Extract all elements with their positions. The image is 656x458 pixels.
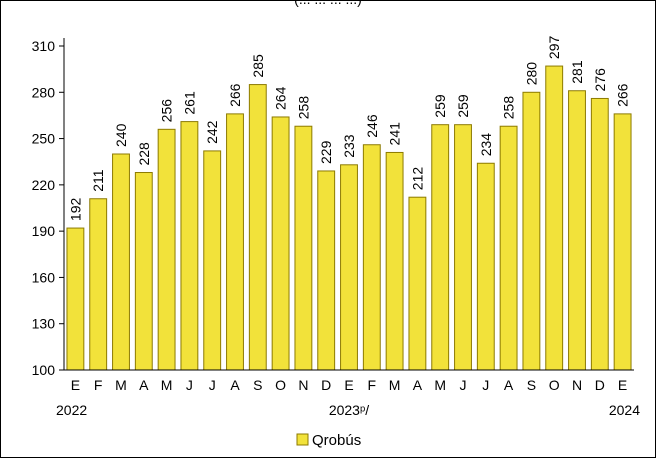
x-tick-label: A: [504, 377, 514, 393]
data-label: 259: [432, 94, 448, 118]
bar: [248, 84, 267, 371]
bar: [522, 91, 541, 371]
data-label: 233: [341, 134, 357, 158]
data-label: 240: [113, 123, 129, 147]
data-label: 266: [615, 83, 631, 107]
chart-title-fragment: (... ... ... ...): [294, 0, 362, 7]
data-label: 276: [592, 68, 608, 92]
data-label: 234: [478, 133, 494, 157]
data-label: 228: [136, 142, 152, 166]
y-tick-label: 160: [32, 269, 56, 285]
x-tick-label: E: [71, 377, 80, 393]
x-tick-label: J: [186, 377, 193, 393]
bar: [385, 151, 404, 371]
x-tick-label: D: [321, 377, 331, 393]
x-tick-label: J: [209, 377, 216, 393]
x-tick-label: A: [139, 377, 149, 393]
bar: [157, 128, 176, 371]
x-tick-label: F: [94, 377, 103, 393]
x-tick-label: E: [344, 377, 353, 393]
x-tick-label: E: [618, 377, 627, 393]
x-tick-label: O: [275, 377, 286, 393]
x-tick-label: J: [482, 377, 489, 393]
data-label: 212: [409, 167, 425, 191]
y-axis: 100 130 160 190 220 250 280 310: [32, 38, 65, 378]
data-label: 241: [387, 122, 403, 146]
bar: [590, 97, 609, 371]
bar: [317, 170, 336, 371]
y-tick-label: 250: [32, 131, 56, 147]
bar: [66, 227, 85, 371]
data-label: 261: [181, 91, 197, 115]
data-label: 256: [159, 99, 175, 123]
x-tick-label: N: [572, 377, 582, 393]
x-tick-label: A: [230, 377, 240, 393]
x-tick-label: O: [549, 377, 560, 393]
y-tick-label: 100: [32, 362, 56, 378]
data-label: 242: [204, 120, 220, 144]
x-tick-label: N: [298, 377, 308, 393]
x-tick-label: S: [527, 377, 536, 393]
bar: [271, 116, 290, 371]
bars-group: 192 211 240 228 256 261 242 266 285 264 258 229 233 2…: [66, 35, 632, 371]
x-tick-label: M: [434, 377, 446, 393]
data-label: 258: [295, 96, 311, 120]
bar: [613, 113, 632, 371]
year-label: 2024: [609, 402, 640, 418]
data-label: 246: [364, 114, 380, 138]
x-tick-label: S: [253, 377, 262, 393]
x-tick-label: A: [413, 377, 423, 393]
bar: [362, 144, 381, 371]
bar: [203, 150, 222, 371]
data-label: 281: [569, 60, 585, 84]
year-label: 2023ᵖ/: [329, 402, 369, 418]
y-tick-label: 280: [32, 84, 56, 100]
y-tick-label: 190: [32, 223, 56, 239]
data-label: 258: [501, 96, 517, 120]
legend-label: Qrobús: [312, 432, 361, 449]
bar: [476, 162, 495, 371]
x-tick-label: M: [161, 377, 173, 393]
data-label: 285: [250, 54, 266, 78]
data-label: 211: [90, 169, 106, 192]
data-label: 266: [227, 83, 243, 107]
bar: [340, 164, 358, 371]
bar: [226, 113, 244, 371]
legend-swatch: [296, 433, 309, 446]
bar: [454, 124, 472, 371]
x-tick-label: D: [595, 377, 605, 393]
bar: [294, 125, 313, 371]
x-tick-label: M: [115, 377, 127, 393]
bar: [431, 124, 450, 371]
legend: Qrobús: [296, 432, 361, 449]
year-label: 2022: [56, 402, 87, 418]
data-label: 264: [273, 86, 289, 110]
bar: [134, 172, 153, 371]
data-label: 229: [318, 140, 334, 164]
y-tick-label: 310: [32, 38, 56, 54]
x-tick-label: F: [368, 377, 377, 393]
bar: [545, 65, 564, 371]
x-tick-label: J: [460, 377, 467, 393]
data-label: 297: [546, 35, 562, 59]
bar: [568, 90, 586, 371]
data-label: 259: [455, 94, 471, 118]
bar: [499, 125, 518, 371]
bar: [112, 153, 130, 371]
bar: [89, 198, 108, 371]
y-tick-label: 220: [32, 177, 56, 193]
y-tick-label: 130: [32, 316, 56, 332]
bar: [408, 196, 427, 371]
bar: [180, 121, 199, 371]
data-label: 192: [67, 197, 83, 221]
x-tick-label: M: [389, 377, 401, 393]
data-label: 280: [523, 62, 539, 86]
